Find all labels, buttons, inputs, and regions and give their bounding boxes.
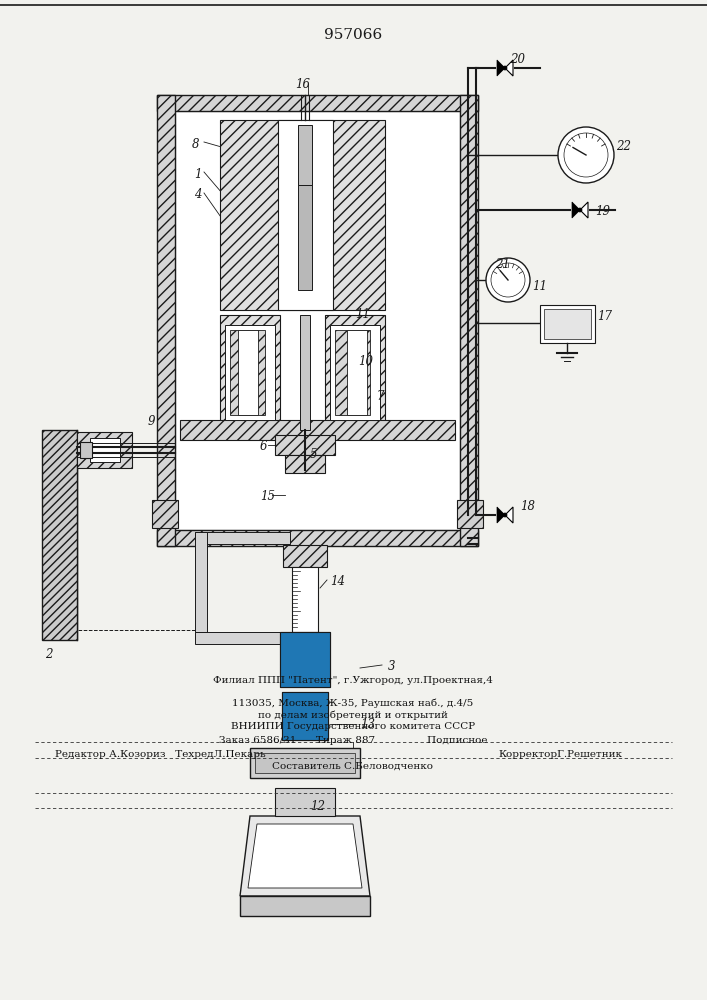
Circle shape <box>503 513 507 517</box>
Bar <box>157 95 175 546</box>
Text: 15: 15 <box>260 490 275 503</box>
Bar <box>42 430 77 640</box>
Bar <box>225 325 275 420</box>
Polygon shape <box>248 824 362 888</box>
Text: 11: 11 <box>355 308 370 321</box>
Bar <box>280 632 330 687</box>
Bar <box>278 120 333 310</box>
Bar <box>347 330 367 415</box>
Polygon shape <box>497 60 505 76</box>
Text: 22: 22 <box>616 140 631 153</box>
Text: Филиал ППП "Патент", г.Ужгород, ул.Проектная,4: Филиал ППП "Патент", г.Ужгород, ул.Проек… <box>213 676 493 685</box>
Text: 14: 14 <box>330 575 345 588</box>
Bar <box>255 753 355 773</box>
Bar <box>195 532 207 632</box>
Bar <box>282 692 328 740</box>
Text: 16: 16 <box>295 78 310 91</box>
Text: 9: 9 <box>148 415 156 428</box>
Bar <box>457 500 483 528</box>
Circle shape <box>491 263 525 297</box>
Bar <box>460 95 478 546</box>
Bar <box>540 305 595 343</box>
Text: 4: 4 <box>194 188 201 201</box>
Bar <box>230 330 265 415</box>
Text: 957066: 957066 <box>324 28 382 42</box>
Text: КорректорГ.Решетник: КорректорГ.Решетник <box>498 750 622 759</box>
Bar <box>298 185 312 290</box>
Bar <box>80 442 92 458</box>
Bar <box>275 788 335 816</box>
Bar <box>298 125 312 185</box>
Bar <box>77 432 132 468</box>
Text: 12: 12 <box>310 800 325 813</box>
Text: 18: 18 <box>520 500 535 513</box>
Text: 20: 20 <box>510 53 525 66</box>
Bar <box>275 435 335 455</box>
Bar <box>238 330 258 415</box>
Text: 17: 17 <box>597 310 612 323</box>
Bar <box>220 315 280 430</box>
Polygon shape <box>505 60 513 76</box>
Bar <box>325 315 385 430</box>
Bar <box>300 315 310 430</box>
Text: 6: 6 <box>260 440 267 453</box>
Text: 2: 2 <box>45 648 52 661</box>
Bar <box>544 309 591 339</box>
Polygon shape <box>240 816 370 896</box>
Text: 19: 19 <box>595 205 610 218</box>
Text: 13: 13 <box>360 718 375 731</box>
Bar <box>282 692 328 740</box>
Text: 3: 3 <box>388 660 395 673</box>
Text: Составитель С.Беловодченко: Составитель С.Беловодченко <box>272 762 433 771</box>
Bar <box>157 95 478 111</box>
Text: 21: 21 <box>495 258 510 271</box>
Polygon shape <box>505 507 513 523</box>
Bar <box>250 748 360 778</box>
Text: 11: 11 <box>532 280 547 293</box>
Text: ВНИИПИ Государственного комитета СССР: ВНИИПИ Государственного комитета СССР <box>231 722 475 731</box>
Text: 8: 8 <box>192 138 199 151</box>
Bar <box>152 500 178 528</box>
Bar <box>292 567 318 632</box>
Bar <box>285 455 325 473</box>
Text: Редактор А.Козориз   ТехредЛ.Пекарь: Редактор А.Козориз ТехредЛ.Пекарь <box>54 750 265 759</box>
Bar <box>175 111 460 530</box>
Bar <box>195 532 290 544</box>
Bar <box>283 545 327 567</box>
Text: 7: 7 <box>377 390 385 403</box>
Circle shape <box>503 66 507 70</box>
Bar <box>330 325 380 420</box>
Bar <box>195 632 293 644</box>
Circle shape <box>486 258 530 302</box>
Text: Заказ 6586/31      Тираж 887                Подписное: Заказ 6586/31 Тираж 887 Подписное <box>218 736 487 745</box>
Bar <box>278 120 333 310</box>
Circle shape <box>558 127 614 183</box>
Bar <box>157 530 478 546</box>
Circle shape <box>564 133 608 177</box>
Text: 5: 5 <box>310 448 317 461</box>
Polygon shape <box>580 202 588 218</box>
Circle shape <box>578 208 582 212</box>
Text: по делам изобретений и открытий: по делам изобретений и открытий <box>258 710 448 720</box>
Text: 113035, Москва, Ж-35, Раушская наб., д.4/5: 113035, Москва, Ж-35, Раушская наб., д.4… <box>233 698 474 708</box>
Bar <box>180 420 455 440</box>
Bar <box>90 438 120 462</box>
Bar <box>240 896 370 916</box>
Bar <box>335 330 370 415</box>
Polygon shape <box>572 202 580 218</box>
Bar <box>220 120 385 310</box>
Text: 1: 1 <box>194 168 201 181</box>
Text: 10: 10 <box>358 355 373 368</box>
Bar <box>280 632 330 687</box>
Polygon shape <box>497 507 505 523</box>
